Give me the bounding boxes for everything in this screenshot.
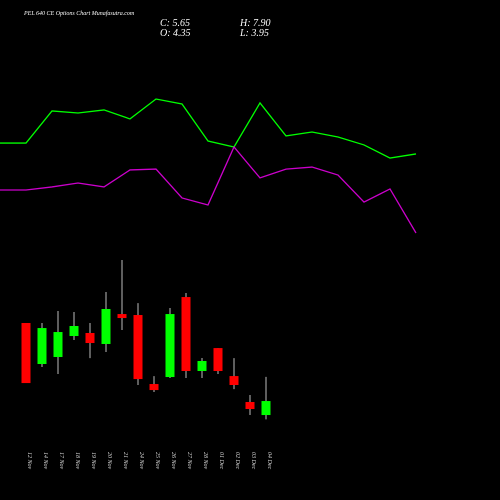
ohlc-label: O: 4.35 <box>160 28 191 39</box>
x-tick-label: 02 Dec <box>234 452 240 469</box>
indicator-line <box>0 145 417 234</box>
candle-body <box>85 333 95 344</box>
x-tick-label: 24 Nov <box>138 452 145 470</box>
candle-body <box>213 348 223 372</box>
candle-body <box>133 315 143 380</box>
candle-body <box>261 401 271 416</box>
x-tick-label: 12 Nov <box>26 452 32 470</box>
x-tick-label: 25 Nov <box>154 452 160 470</box>
x-tick-label: 03 Dec <box>250 452 256 469</box>
x-tick-label: 20 Nov <box>106 452 112 470</box>
x-tick-label: 26 Nov <box>170 452 176 470</box>
candle-body <box>229 376 239 385</box>
x-tick-label: 27 Nov <box>186 452 192 470</box>
candle-body <box>149 384 159 391</box>
candle-body <box>117 314 127 319</box>
x-tick-label: 14 Nov <box>42 452 49 470</box>
candle-body <box>197 360 207 372</box>
candle-body <box>245 402 255 410</box>
ohlc-label: H: 7.90 <box>239 18 271 29</box>
candle-body <box>21 322 31 384</box>
x-tick-label: 18 Nov <box>74 452 80 470</box>
x-tick-label: 04 Dec <box>266 452 273 469</box>
candle-body <box>37 328 47 365</box>
candle-body <box>69 326 79 337</box>
ohlc-label: C: 5.65 <box>160 18 190 29</box>
x-tick-label: 28 Nov <box>202 452 208 470</box>
candle-body <box>181 297 191 372</box>
ohlc-label: L: 3.95 <box>239 28 269 39</box>
candle-body <box>101 308 111 344</box>
x-tick-label: 19 Nov <box>90 452 96 470</box>
x-tick-label: 21 Nov <box>122 452 128 470</box>
indicator-line <box>0 98 417 159</box>
x-tick-label: 01 Dec <box>218 452 224 469</box>
candle-body <box>53 332 63 358</box>
chart-title: PEL 640 CE Options Chart Munafasutra.com <box>23 10 135 17</box>
candle-body <box>165 314 175 378</box>
x-tick-label: 17 Nov <box>58 452 64 470</box>
